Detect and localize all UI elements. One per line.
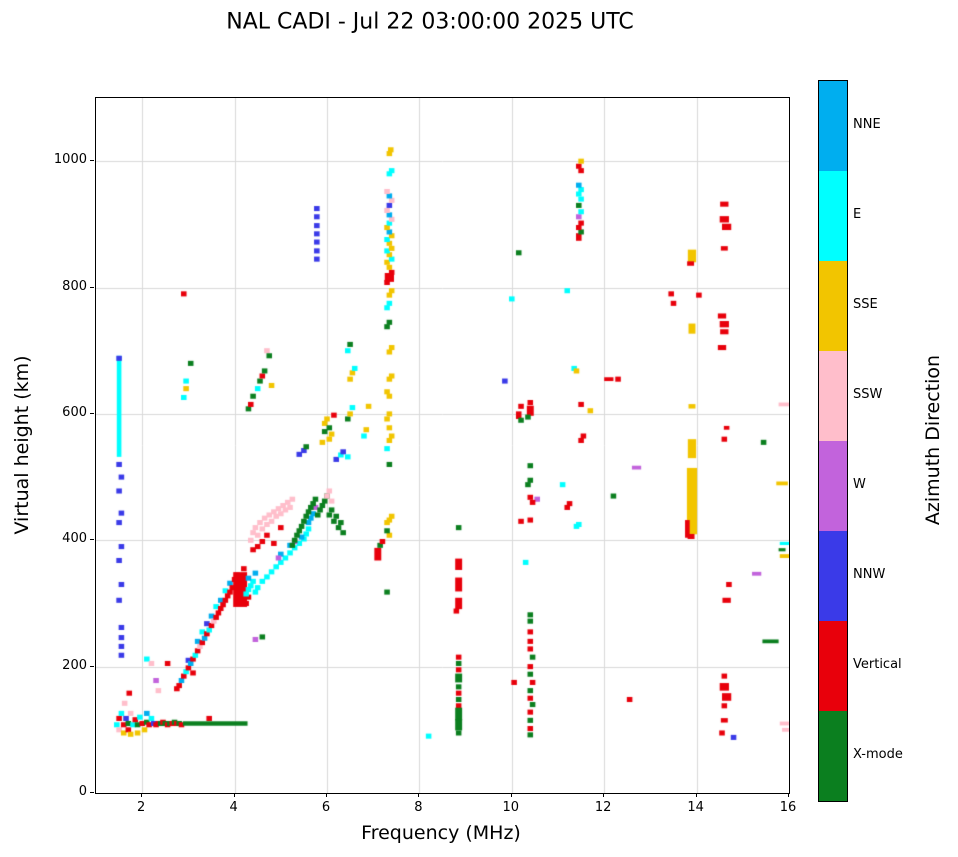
- y-tick-mark: [90, 792, 94, 793]
- plot-area: [95, 97, 790, 794]
- colorbar: [818, 80, 848, 802]
- colorbar-label-sse: SSE: [853, 297, 878, 312]
- x-tick-label: 12: [594, 800, 612, 815]
- colorbar-segment-vertical: [819, 621, 847, 711]
- x-tick-label: 14: [687, 800, 704, 815]
- y-tick-label: 1000: [53, 152, 87, 168]
- colorbar-segment-sse: [819, 261, 847, 351]
- y-axis-label: Virtual height (km): [11, 355, 33, 535]
- colorbar-segment-nne: [819, 81, 847, 171]
- y-tick-label: 600: [62, 404, 87, 420]
- colorbar-label-w: W: [853, 477, 866, 492]
- colorbar-label-x-mode: X-mode: [853, 747, 903, 762]
- colorbar-label-ssw: SSW: [853, 387, 883, 402]
- x-tick-label: 4: [229, 800, 238, 815]
- x-tick-label: 10: [502, 800, 520, 815]
- y-tick-mark: [90, 539, 94, 540]
- colorbar-segment-w: [819, 441, 847, 531]
- colorbar-label-nne: NNE: [853, 117, 881, 132]
- x-tick-label: 6: [321, 800, 331, 815]
- colorbar-segment-x-mode: [819, 711, 847, 801]
- ionogram-canvas: [96, 98, 789, 793]
- colorbar-label-e: E: [853, 207, 862, 222]
- x-tick-label: 8: [414, 800, 423, 815]
- colorbar-label-nnw: NNW: [853, 567, 886, 582]
- colorbar-label-vertical: Vertical: [853, 657, 902, 672]
- colorbar-segment-nnw: [819, 531, 847, 621]
- y-tick-mark: [90, 413, 94, 414]
- colorbar-segment-ssw: [819, 351, 847, 441]
- y-tick-label: 200: [62, 657, 87, 673]
- page-title: NAL CADI - Jul 22 03:00:00 2025 UTC: [226, 9, 634, 35]
- y-tick-label: 400: [62, 531, 87, 547]
- colorbar-title: Azimuth Direction: [922, 354, 944, 526]
- x-tick-label: 2: [137, 800, 146, 815]
- y-tick-mark: [90, 666, 94, 667]
- x-axis-label: Frequency (MHz): [361, 822, 521, 844]
- y-tick-label: 800: [62, 278, 87, 294]
- colorbar-segment-e: [819, 171, 847, 261]
- x-tick-label: 16: [779, 800, 797, 815]
- y-tick-label: 0: [78, 784, 87, 799]
- y-tick-mark: [90, 287, 94, 288]
- y-tick-mark: [90, 160, 94, 161]
